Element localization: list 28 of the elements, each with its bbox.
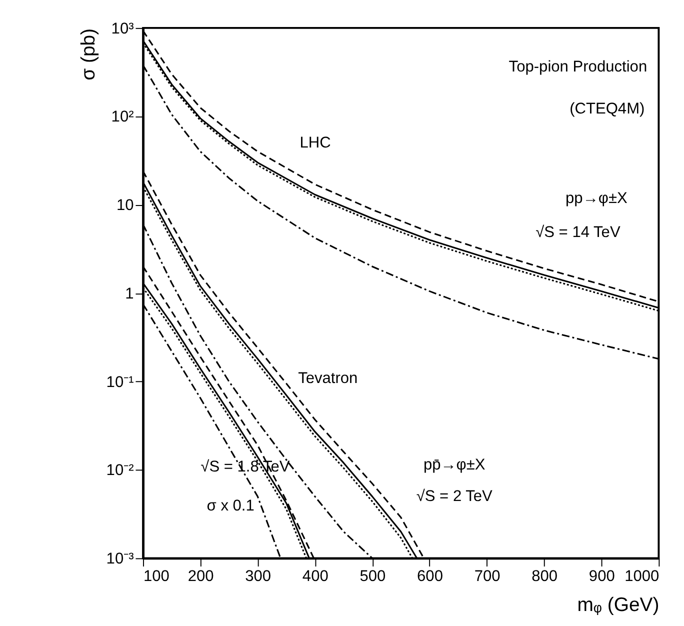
x-tick-label: 700 [474,568,501,586]
x-tick-label: 600 [417,568,444,586]
annotation: Tevatron [298,370,358,388]
y-tick-label: 10⁻¹ [106,374,134,391]
y-tick-label: 10⁻³ [106,550,134,568]
x-tick-label: 100 [144,568,170,586]
y-tick-label: 10⁻² [106,462,134,480]
x-tick-label: 800 [532,568,558,586]
x-tick-label: 500 [360,568,386,586]
annotation: pp̄→φ±X [423,456,486,474]
x-tick-label: 300 [245,568,272,586]
y-tick-label: 10 [116,197,134,214]
x-tick-label: 900 [588,568,616,586]
y-tick-label: 10³ [111,20,134,38]
annotation: √S = 2 TeV [416,488,494,505]
annotation: pp→φ±X [566,190,628,208]
x-tick-label: 1000 [624,568,660,586]
annotation: Top-pion Production [508,58,648,76]
y-tick-label: 10² [111,108,134,126]
y-axis-title: σ (pb) [78,28,100,80]
y-tick-label: 1 [125,285,134,302]
annotation: √S = 14 TeV [536,224,621,242]
annotation: σ x 0.1 [206,498,254,515]
x-tick-label: 200 [188,568,214,586]
annotation: (CTEQ4M) [570,100,645,118]
x-tick-label: 400 [302,568,329,586]
annotation: LHC [300,134,331,152]
x-axis-title: mᵩ (GeV) [577,594,660,616]
